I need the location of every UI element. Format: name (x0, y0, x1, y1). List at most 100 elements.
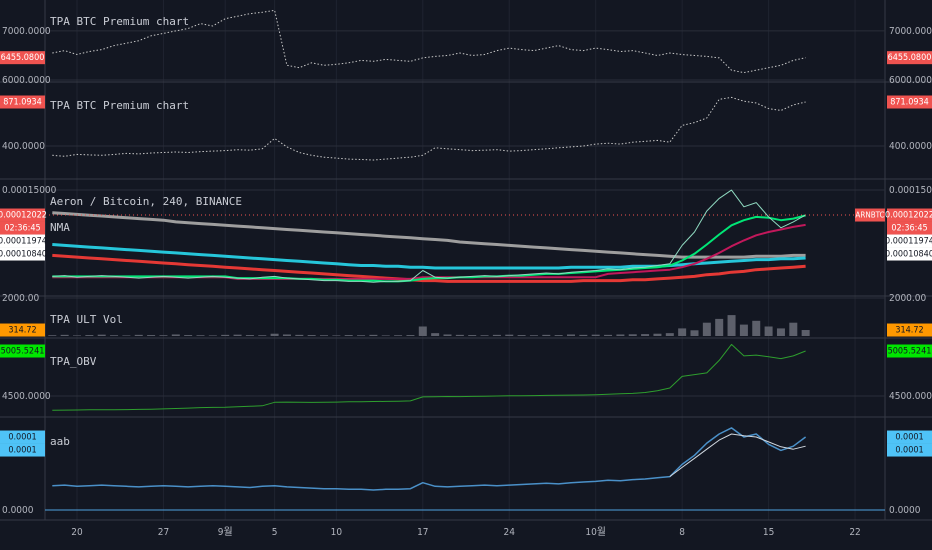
pane-title: TPA ULT Vol (50, 313, 123, 326)
pane-title: aab (50, 435, 70, 448)
volume-bar (492, 334, 501, 336)
y-tick-label: 4500.0000 (889, 391, 932, 402)
price-tag (0, 443, 45, 457)
volume-bar (369, 334, 378, 336)
series-line (52, 253, 806, 283)
volume-bar (60, 334, 69, 336)
volume-bar (567, 334, 575, 336)
volume-bar (665, 333, 674, 336)
volume-bar (418, 326, 427, 336)
pane-title: TPA_OBV (50, 355, 97, 368)
volume-bar (801, 330, 810, 336)
volume-bar (270, 333, 279, 336)
price-tag-label: 314.72 (895, 326, 923, 336)
volume-bar (739, 324, 748, 336)
volume-bar (690, 330, 699, 336)
series-line (52, 243, 806, 270)
volume-bar (184, 335, 193, 336)
volume-bar (715, 318, 724, 336)
price-tag (0, 51, 45, 65)
volume-bar (764, 326, 773, 336)
series-line (669, 433, 806, 478)
volume-bar (431, 333, 440, 336)
price-tag-label: 314.72 (8, 326, 36, 336)
price-tag (0, 323, 45, 337)
volume-bar (320, 335, 328, 336)
price-tag (887, 323, 932, 337)
volume-bar (789, 322, 798, 336)
volume-bar (221, 334, 230, 336)
price-tag-label: 0.00011974 (885, 237, 932, 247)
price-tag (0, 221, 45, 235)
volume-bar (554, 335, 563, 336)
y-tick-label: 400.0000 (889, 141, 932, 152)
price-tag (0, 344, 45, 358)
volume-bar (468, 335, 477, 336)
volume-bar (48, 335, 57, 336)
y-tick-label: 7000.0000 (2, 26, 51, 37)
price-tag-label: 871.0934 (890, 98, 929, 108)
volume-bar (357, 335, 366, 336)
volume-bar (480, 335, 489, 336)
y-tick-label: 6000.0000 (2, 75, 51, 86)
series-line (52, 343, 806, 411)
volume-bar (147, 335, 156, 336)
volume-bar (307, 335, 316, 336)
volume-bar (122, 335, 131, 336)
price-tag (0, 430, 45, 444)
price-tag (887, 430, 932, 444)
volume-bar (678, 328, 687, 336)
symbol-tag-label: ARNBTC (855, 211, 884, 220)
price-tag-label: 6455.0800 (888, 53, 932, 63)
price-tag (887, 51, 932, 65)
series-line (52, 427, 807, 491)
price-tag-label: 02:36:45 (891, 224, 927, 234)
price-tag-label: 0.0001 (8, 433, 36, 443)
y-tick-label: 400.0000 (2, 141, 45, 152)
price-tag-label: 0.00012022 (0, 211, 47, 221)
price-tag (887, 95, 932, 109)
x-tick-label: 22 (849, 527, 860, 538)
y-tick-label: 2000.00 (2, 293, 39, 304)
series-line (52, 189, 806, 283)
volume-bar (134, 334, 143, 336)
volume-bar (171, 334, 180, 336)
x-tick-label: 24 (504, 527, 516, 538)
x-tick-label: 5 (272, 527, 278, 538)
volume-bar (282, 334, 291, 336)
volume-bar (208, 335, 217, 336)
price-tag (887, 234, 932, 248)
price-tag-label: 02:36:45 (4, 224, 40, 234)
volume-bar (159, 335, 168, 336)
volume-bar (85, 335, 94, 336)
volume-bar (332, 335, 341, 336)
price-tag (887, 247, 932, 261)
volume-bar (455, 334, 464, 336)
price-tag (887, 344, 932, 358)
pane-title: Aeron / Bitcoin, 240, BINANCE (50, 195, 242, 208)
x-tick-label: 20 (71, 527, 83, 538)
volume-bar (505, 334, 514, 336)
pane-title: TPA BTC Premium chart (50, 15, 189, 28)
volume-bar (381, 335, 390, 336)
price-tag-label: 0.00012022 (885, 211, 932, 221)
pane-title: TPA BTC Premium chart (50, 99, 189, 112)
volume-bar (97, 334, 106, 336)
volume-bar (776, 328, 785, 336)
price-tag (887, 208, 932, 222)
price-tag-label: 0.0001 (8, 446, 36, 456)
volume-bar (653, 333, 662, 336)
y-tick-label: 0.00015000 (2, 185, 57, 196)
volume-bar (406, 335, 415, 336)
y-tick-label: 0.0000 (889, 505, 921, 516)
y-tick-label: 7000.0000 (889, 26, 932, 37)
volume-bar (529, 335, 538, 336)
x-tick-label: 10월 (585, 526, 606, 538)
volume-bar (641, 334, 650, 336)
volume-bar (752, 320, 761, 336)
y-tick-label: 4500.0000 (2, 391, 51, 402)
volume-bar (727, 315, 736, 336)
price-tag (887, 443, 932, 457)
y-tick-label: 0.0000 (2, 505, 34, 516)
